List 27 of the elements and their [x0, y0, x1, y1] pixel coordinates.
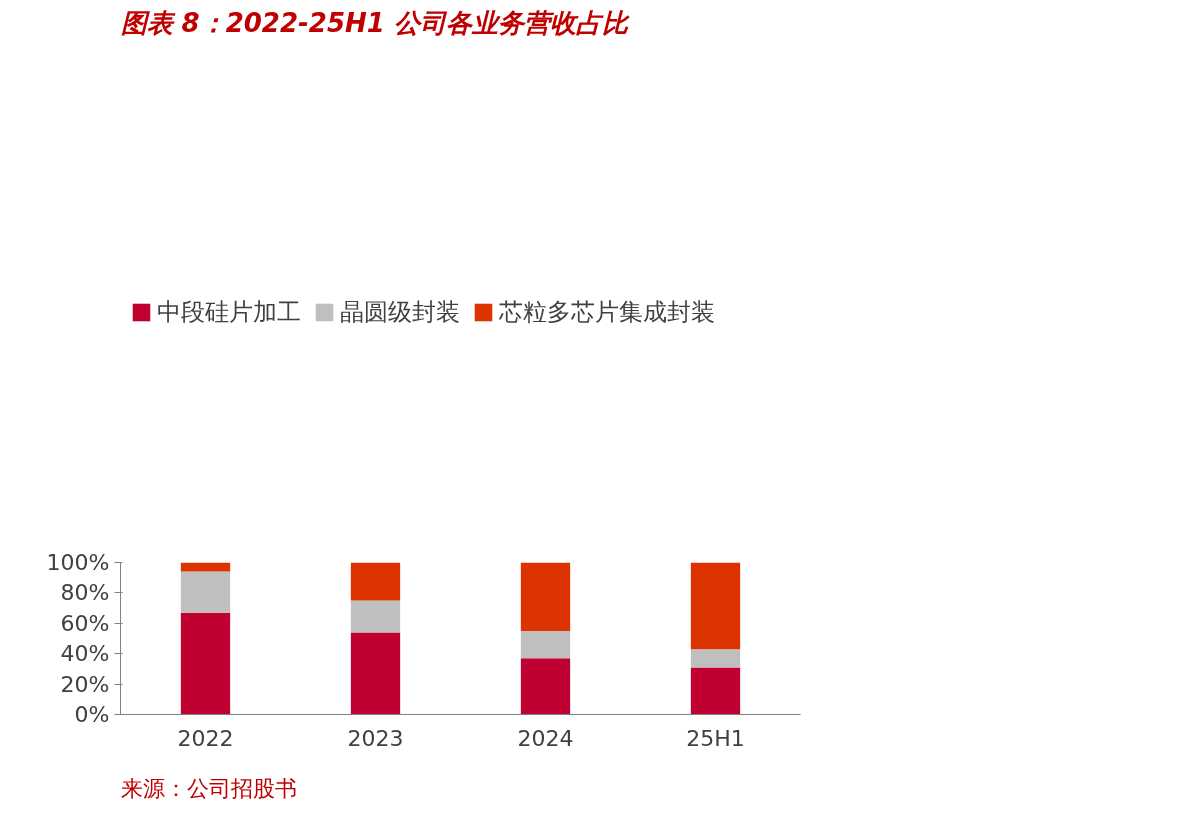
- y-tick-label: 40%: [60, 641, 110, 667]
- legend-label: 中段硅片加工: [157, 297, 301, 328]
- bar: [690, 562, 741, 650]
- legend-label: 晶圆级封装: [340, 297, 460, 328]
- source-note: 来源：公司招股书: [120, 775, 297, 801]
- chart-title: 图表 8：2022-25H1 公司各业务营收占比: [120, 7, 630, 38]
- bar: [690, 667, 741, 715]
- x-tick-label: 2023: [347, 725, 404, 751]
- y-tick-label: 20%: [60, 671, 110, 697]
- x-tick-label: 25H1: [686, 725, 745, 751]
- x-tick-label: 2022: [177, 725, 234, 751]
- bar: [180, 571, 231, 613]
- bar: [180, 612, 231, 715]
- bar: [690, 649, 741, 668]
- legend-label: 芯粒多芯片集成封装: [499, 297, 715, 328]
- bar: [350, 562, 401, 601]
- y-tick-label: 60%: [60, 610, 110, 636]
- y-tick-label: 100%: [46, 550, 110, 575]
- bar: [520, 562, 571, 631]
- bar: [520, 658, 571, 715]
- bar: [180, 562, 231, 572]
- y-tick-label: 0%: [74, 702, 110, 727]
- bar: [350, 632, 401, 715]
- x-tick-label: 2024: [517, 725, 574, 751]
- y-tick-label: 80%: [60, 580, 110, 606]
- bar: [350, 600, 401, 633]
- bar: [520, 630, 571, 659]
